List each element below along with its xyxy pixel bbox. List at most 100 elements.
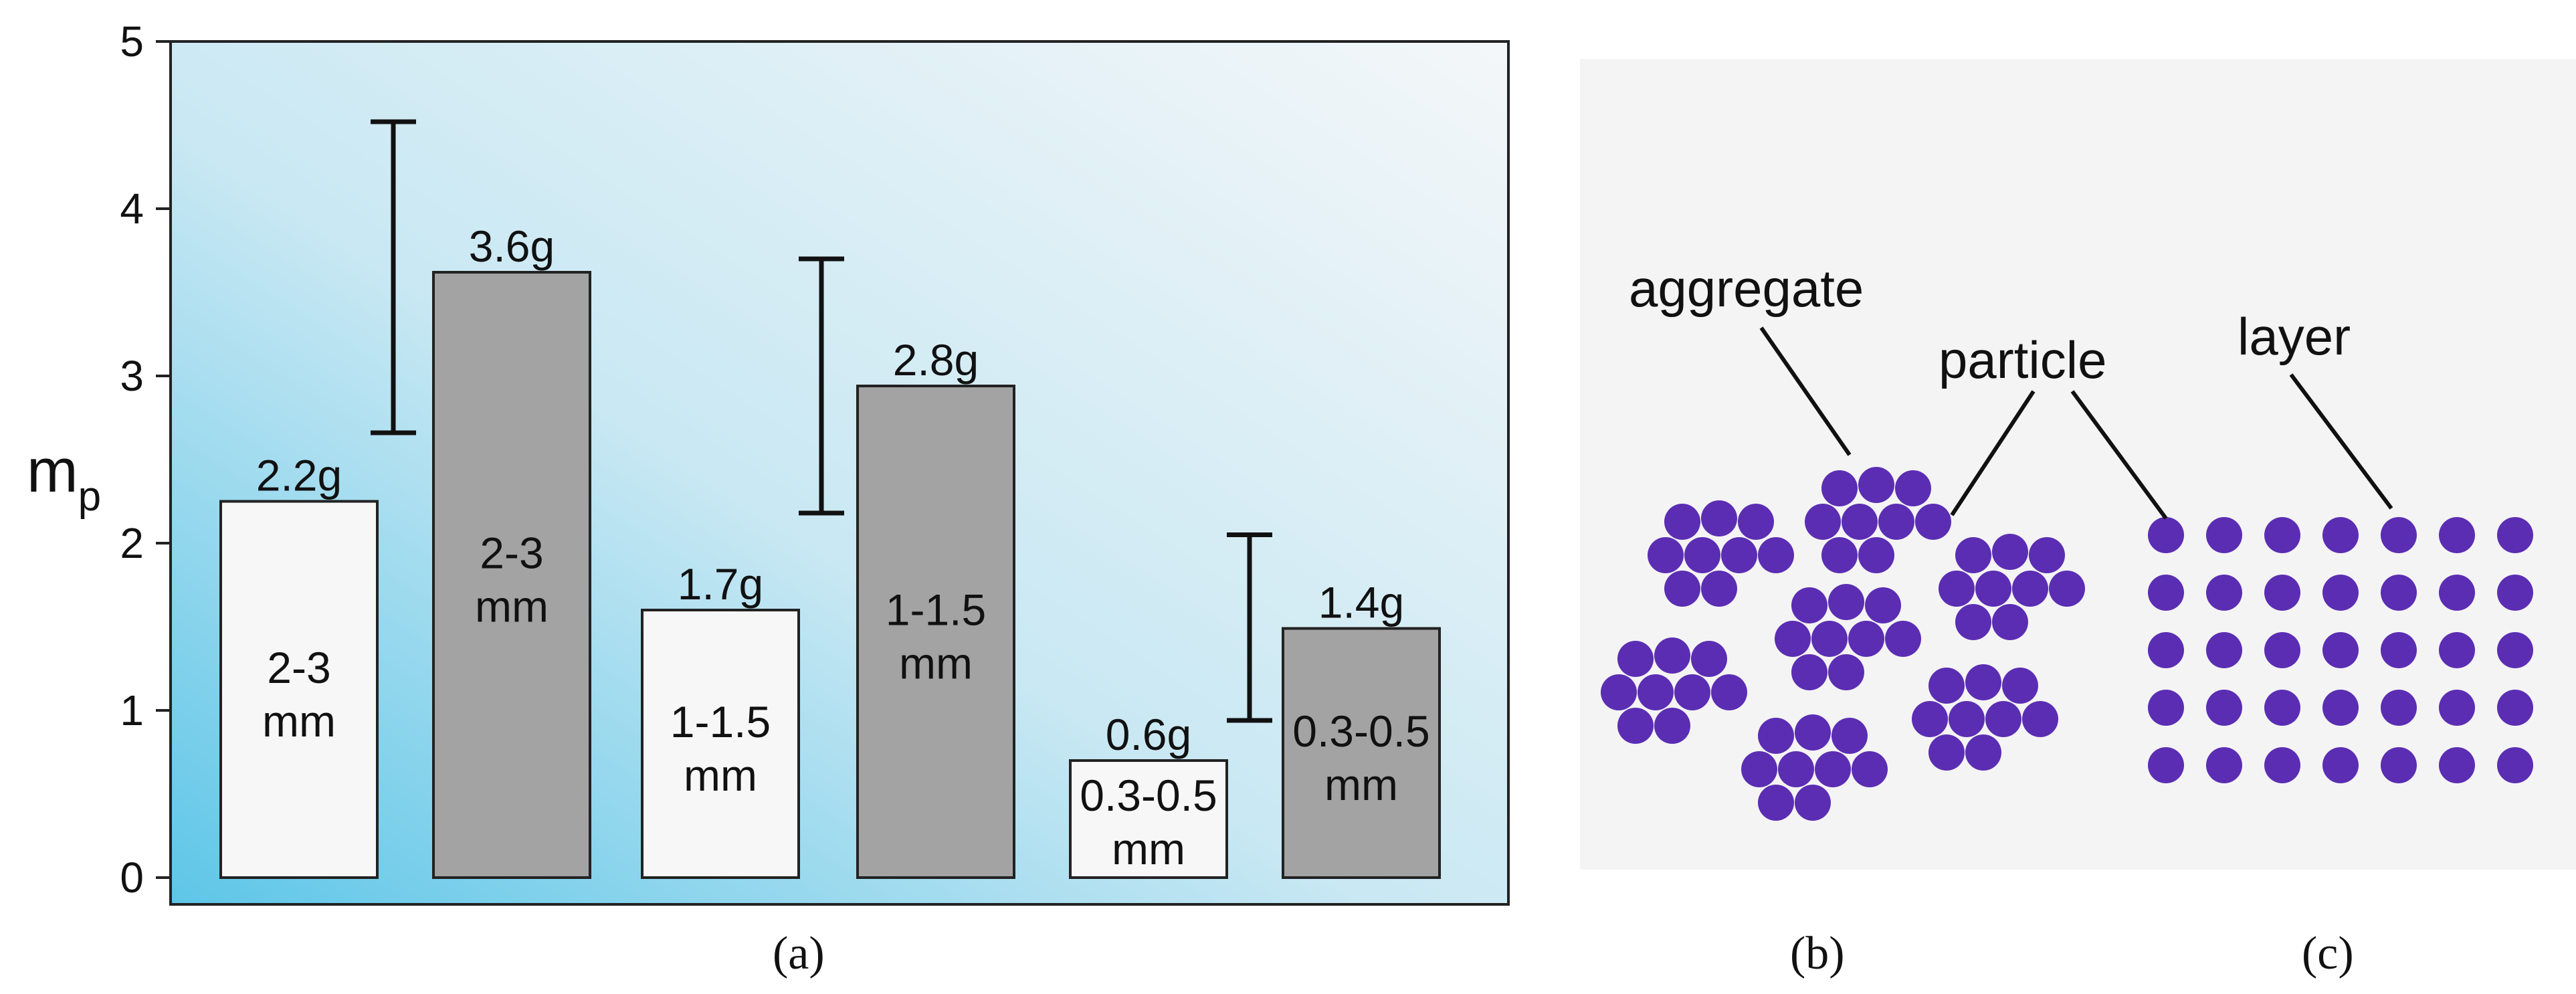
layer-particle-dot <box>2206 575 2242 611</box>
caption-c: (c) <box>2302 928 2354 979</box>
layer-particle-dot <box>2206 632 2242 668</box>
bar-value-label: 1.7g <box>678 559 763 609</box>
particle-dot <box>1912 701 1948 737</box>
layer-particle-dot <box>2264 747 2300 783</box>
bar <box>1282 627 1441 879</box>
aggregate-cluster <box>1775 584 1921 690</box>
particle-dot <box>1654 708 1690 744</box>
particle-dot <box>1701 500 1737 536</box>
particle-dot <box>1664 504 1700 540</box>
particle-dot <box>1965 734 2001 771</box>
particle-dot <box>1949 701 1985 737</box>
layer-particle-dot <box>2381 575 2417 611</box>
bar-value-label: 1.4g <box>1318 578 1404 627</box>
particle-dot <box>1648 537 1684 573</box>
bar <box>432 271 591 879</box>
bar-inner-unit: mm <box>1324 760 1398 809</box>
layer-particle-dot <box>2206 747 2242 783</box>
aggregate-cluster <box>1648 500 1794 607</box>
bar-value-label: 3.6g <box>469 221 555 271</box>
particle-leader-line <box>1950 390 2036 516</box>
particle-dot <box>1664 571 1700 607</box>
error-bar <box>1227 532 1272 723</box>
particle-dot <box>1674 674 1710 710</box>
particle-dot <box>1858 537 1894 573</box>
particle-dot <box>2012 571 2048 607</box>
bar <box>856 385 1015 879</box>
y-tick-label: 0 <box>120 854 144 902</box>
particle-dot <box>1721 537 1757 573</box>
particle-dot <box>1992 604 2028 640</box>
bar <box>641 609 800 879</box>
particle-dot <box>1885 621 1921 657</box>
bar-value-label: 2.8g <box>893 335 979 385</box>
bar-inner-label: 1-1.5 <box>670 697 771 747</box>
bar-inner-unit: mm <box>899 639 973 688</box>
particle-dot <box>1895 470 1931 506</box>
particle-dot <box>2049 571 2085 607</box>
layer-particle-dot <box>2264 632 2300 668</box>
layer-particle-dot <box>2322 517 2359 553</box>
particle-dot <box>1791 654 1827 690</box>
layer-particle-dot <box>2206 690 2242 726</box>
bar <box>1069 759 1228 879</box>
y-axis-label: mp <box>27 437 101 520</box>
bar-inner-label: 2-3 <box>267 643 330 692</box>
particle-dot <box>1738 504 1774 540</box>
particle-dot <box>1915 504 1951 540</box>
particle-dot <box>1638 674 1674 710</box>
error-bars <box>371 119 1272 723</box>
bar-value-label: 2.2g <box>256 451 342 500</box>
particle-dot <box>1858 467 1894 503</box>
bar-inner-label: 2-3 <box>480 528 543 578</box>
particle-dot <box>1795 785 1831 821</box>
particle-dot <box>1939 571 1975 607</box>
bar-inner-unit: mm <box>684 751 757 800</box>
layer-particle-dot <box>2322 575 2359 611</box>
layer-particle-dot <box>2439 517 2475 553</box>
layer-particle-dot <box>2497 517 2533 553</box>
particle-dot <box>1828 584 1864 620</box>
layer-particle-dot <box>2322 747 2359 783</box>
aggregate-cluster <box>1805 467 1951 573</box>
bar-inner-label: 0.3-0.5 <box>1080 771 1217 820</box>
bar-value-label: 0.6g <box>1106 710 1191 759</box>
bar-inner-label: 0.3-0.5 <box>1292 706 1429 756</box>
layer-particle-dot <box>2264 690 2300 726</box>
error-bar <box>799 256 844 516</box>
particle-label: particle <box>1939 330 2106 389</box>
aggregate-cluster <box>1601 637 1747 744</box>
particle-dot <box>1852 751 1888 787</box>
particle-dot <box>1775 621 1811 657</box>
layer-particle-dot <box>2497 575 2533 611</box>
layer-leader-line <box>2289 373 2393 510</box>
aggregate-label: aggregate <box>1629 259 1864 318</box>
caption-b: (b) <box>1790 928 1845 979</box>
layer-label: layer <box>2238 307 2351 366</box>
layer-group <box>2148 517 2533 783</box>
particle-dot <box>1842 504 1878 540</box>
y-tick-label: 5 <box>120 17 144 66</box>
particle-dot <box>1955 537 1991 573</box>
particle-dot <box>1691 641 1727 677</box>
layer-particle-dot <box>2497 690 2533 726</box>
layer-particle-dot <box>2148 575 2184 611</box>
particle-dot <box>1701 571 1737 607</box>
bar-inner-unit: mm <box>475 582 549 631</box>
bar-inner-label: 1-1.5 <box>886 585 986 635</box>
particle-dot <box>1985 701 2021 737</box>
particle-dot <box>1805 504 1841 540</box>
layer-particle-dot <box>2322 632 2359 668</box>
layer-particle-dot <box>2264 575 2300 611</box>
layer-particle-dot <box>2148 690 2184 726</box>
particle-dot <box>1821 470 1858 506</box>
error-bar <box>371 119 416 435</box>
layer-particle-dot <box>2439 690 2475 726</box>
y-tick-label: 1 <box>120 686 144 734</box>
particle-dot <box>1831 718 1868 754</box>
particle-dot <box>1865 587 1901 623</box>
particle-dot <box>2029 537 2065 573</box>
